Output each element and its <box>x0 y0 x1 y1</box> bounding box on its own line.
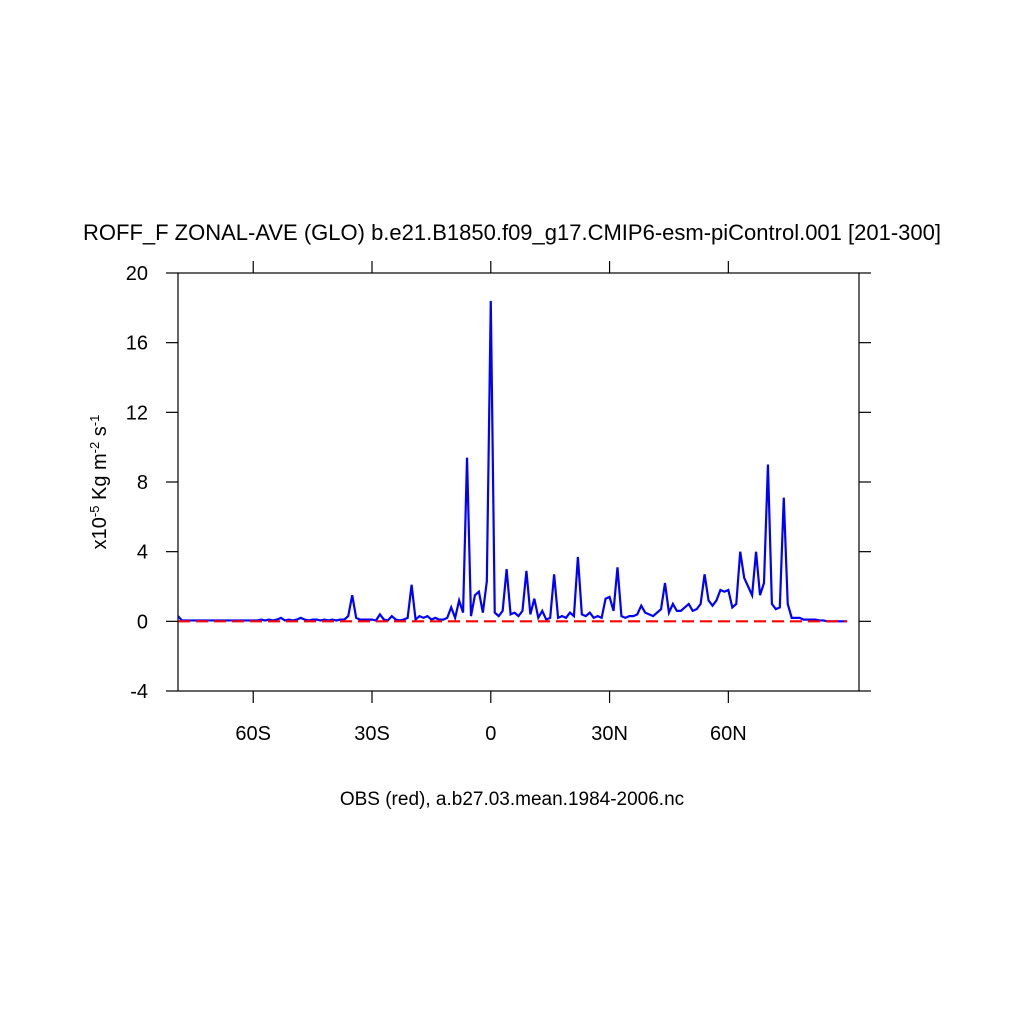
x-tick-label: 0 <box>485 723 496 745</box>
plot-frame <box>177 272 860 692</box>
x-tick-label: 60N <box>710 723 747 745</box>
y-tick-label: 20 <box>126 263 148 285</box>
y-axis-label-part: -2 <box>87 442 102 454</box>
x-tick-label: 30S <box>354 723 390 745</box>
y-tick-label: 8 <box>137 472 148 494</box>
y-tick-label: -4 <box>130 681 148 703</box>
y-tick-label: 0 <box>137 611 148 633</box>
y-axis-label: x10-5 Kg m-2 s-1 <box>87 415 112 550</box>
y-axis-label-part: s <box>89 426 111 442</box>
chart-title: ROFF_F ZONAL-AVE (GLO) b.e21.B1850.f09_g… <box>83 220 941 245</box>
y-axis-label-part: x10 <box>89 517 111 549</box>
y-tick-label: 4 <box>137 542 148 564</box>
x-tick-label: 30N <box>591 723 628 745</box>
y-tick-label: 16 <box>126 333 148 355</box>
y-axis-label-part: Kg m <box>89 453 111 505</box>
y-axis-label-part: -5 <box>87 506 102 518</box>
y-axis-label-part: -1 <box>87 415 102 427</box>
x-axis-label: OBS (red), a.b27.03.mean.1984-2006.nc <box>340 789 684 810</box>
y-tick-label: 12 <box>126 402 148 424</box>
series-line <box>178 300 848 623</box>
x-tick-label: 60S <box>235 723 271 745</box>
